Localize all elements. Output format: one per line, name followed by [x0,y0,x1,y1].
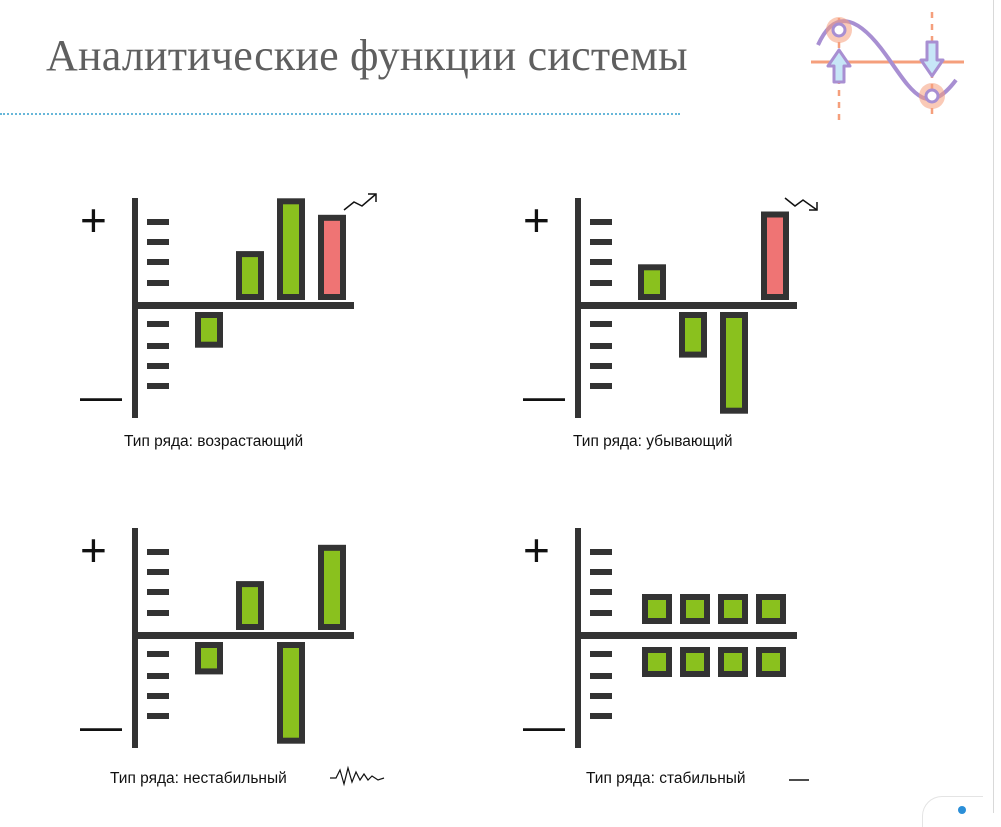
plus-label: + [80,524,107,576]
bar [236,251,264,300]
series-type-caption: Тип ряда: возрастающий [124,433,304,450]
bar [679,312,707,358]
axis-tick [590,219,612,225]
bar [277,198,305,300]
axis-tick [147,259,169,265]
bar [277,642,305,744]
series-type-caption: Тип ряда: нестабильный [110,770,287,787]
axis-tick [147,673,169,679]
axis-tick [147,589,169,595]
bar [680,647,710,677]
axis-tick [147,363,169,369]
slide-edge [993,0,994,813]
axis-tick [590,239,612,245]
chart-panel-increasing: + — Тип ряда: возрастающий [70,190,400,490]
bar [756,594,786,624]
bar [318,214,346,300]
minus-label: — [80,702,122,749]
bar [761,211,789,300]
bar [638,264,666,301]
axis-tick [147,569,169,575]
x-axis [132,302,354,309]
zigzag-icon [330,765,385,787]
plus-label: + [80,194,107,246]
axis-tick [590,280,612,286]
bar-chart: +— [523,524,797,749]
bar-chart: +— [80,524,354,749]
axis-tick [147,219,169,225]
bar [720,312,748,414]
series-type-caption: Тип ряда: стабильный [586,770,746,787]
axis-tick [590,363,612,369]
status-dot [958,806,966,814]
plus-label: + [523,194,550,246]
axis-tick [590,549,612,555]
title-divider [0,113,680,115]
x-axis [575,632,797,639]
axis-tick [147,383,169,389]
axis-tick [147,321,169,327]
bar [318,544,346,630]
bar [718,647,748,677]
bar [718,594,748,624]
wave-arrows-icon [811,12,964,120]
x-axis [575,302,797,309]
axis-tick [590,589,612,595]
trend-up-icon [343,193,377,211]
axis-tick [590,383,612,389]
plus-label: + [523,524,550,576]
bar-chart: +— [80,194,354,419]
minus-label: — [523,372,565,419]
axis-tick [147,239,169,245]
axis-tick [147,280,169,286]
corner-decoration [922,796,983,827]
flat-line-icon [789,779,809,781]
axis-tick [147,713,169,719]
minus-label: — [80,372,122,419]
chart-panel-stable: + — Тип ряда: стабильный [513,520,843,820]
axis-tick [147,651,169,657]
axis-tick [590,343,612,349]
slide-title: Аналитические функции системы [46,31,688,80]
axis-tick [147,549,169,555]
axis-tick [590,673,612,679]
axis-tick [147,610,169,616]
bar [642,647,672,677]
chart-panel-unstable: + — Тип ряда: нестабильный [70,520,400,820]
bar [195,312,223,348]
axis-tick [590,651,612,657]
x-axis [132,632,354,639]
chart-panel-decreasing: + — Тип ряда: убывающий [513,190,843,490]
axis-tick [147,693,169,699]
axis-tick [147,343,169,349]
axis-tick [590,693,612,699]
bar [642,594,672,624]
minus-label: — [523,702,565,749]
bar-chart: +— [523,194,797,419]
series-type-caption: Тип ряда: убывающий [573,433,733,450]
axis-tick [590,713,612,719]
axis-tick [590,259,612,265]
axis-tick [590,321,612,327]
bar [680,594,710,624]
bar [236,581,264,630]
axis-tick [590,569,612,575]
axis-tick [590,610,612,616]
bar [756,647,786,677]
trend-down-icon [784,197,818,211]
bar [195,642,223,675]
